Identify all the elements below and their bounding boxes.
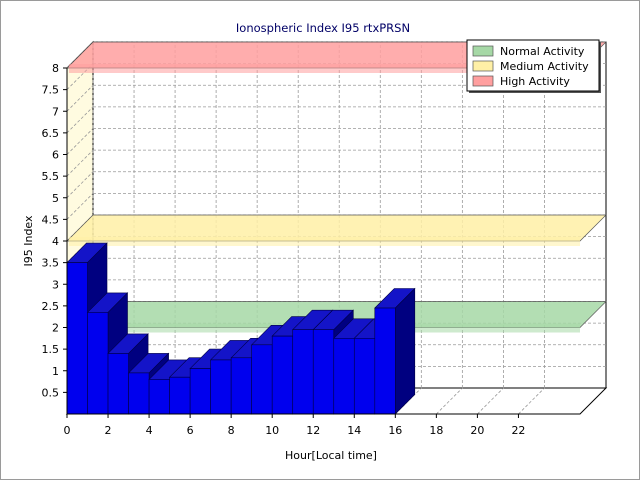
bar-front: [107, 353, 129, 415]
bar-front: [292, 329, 314, 415]
bar-front: [148, 379, 170, 415]
bar-front: [333, 338, 355, 415]
y-tick-label: 4.5: [42, 213, 60, 226]
plot-area: 0.5 1 1.5 2 2.5 3 3.5 4 4.5 5 5.5 6 6.5 7 7.5 8 0 2 4 6 8 10 1…: [42, 40, 608, 437]
legend-swatch: [472, 45, 494, 57]
gridline-x-floor: [436, 387, 463, 415]
bar-front: [374, 307, 396, 415]
gridline-y-side: [66, 84, 94, 112]
x-tick-label: 12: [306, 424, 320, 437]
bar: [374, 287, 416, 415]
y-tick-label: 5: [52, 192, 59, 205]
x-tick-label: 18: [429, 424, 443, 437]
gridline-y-side: [66, 171, 94, 199]
x-tick-label: 10: [265, 424, 279, 437]
legend: Normal Activity Medium Activity High Activ…: [466, 39, 601, 93]
legend-swatch: [472, 75, 494, 87]
y-tick-label: 3: [52, 278, 59, 291]
bar-front: [87, 312, 109, 415]
x-tick-label: 2: [105, 424, 112, 437]
bar-front: [128, 372, 150, 415]
gridline-x-floor: [518, 387, 545, 415]
gridline-y-side: [66, 106, 94, 134]
bar-side: [394, 287, 416, 415]
band-front-1: [69, 237, 580, 246]
bar-front: [230, 357, 252, 415]
y-tick-label: 6: [52, 149, 59, 162]
bar-front: [353, 338, 376, 415]
legend-swatch: [472, 60, 494, 72]
x-tick-label: 0: [64, 424, 71, 437]
y-tick-label: 3.5: [42, 257, 60, 270]
legend-label: High Activity: [500, 75, 570, 88]
y-tick-label: 2.5: [42, 300, 60, 313]
y-tick-label: 7: [52, 105, 59, 118]
bar: [66, 242, 108, 415]
gridline-y-side: [66, 128, 94, 155]
y-tick-label: 4: [52, 235, 59, 248]
y-tick-label: 1: [52, 365, 59, 378]
x-tick-label: 4: [146, 424, 153, 437]
bar-front: [312, 329, 335, 415]
band-front-2: [69, 64, 580, 73]
bar-front: [251, 344, 273, 415]
y-tick-label: 2: [52, 322, 59, 335]
gridline-y-side: [66, 149, 94, 177]
legend-label: Normal Activity: [500, 45, 585, 58]
x-tick-label: 20: [470, 424, 484, 437]
bar-front: [189, 368, 211, 415]
y-tick-label: 7.5: [42, 84, 60, 97]
y-axis-label: I95 Index: [22, 215, 35, 267]
legend-label: Medium Activity: [500, 60, 589, 73]
x-tick-label: 16: [388, 424, 402, 437]
y-tick-label: 6.5: [42, 127, 60, 140]
x-tick-label: 22: [511, 424, 525, 437]
bar-front: [210, 359, 232, 415]
x-tick-label: 8: [228, 424, 235, 437]
x-tick-label: 14: [347, 424, 361, 437]
x-axis-label: Hour[Local time]: [285, 449, 377, 462]
gridline-y-side: [66, 193, 94, 220]
gridline-x-floor: [477, 387, 504, 415]
bar-front: [66, 262, 88, 415]
y-tick-label: 8: [52, 62, 59, 75]
y-tick-label: 1.5: [42, 343, 60, 356]
bar-front: [169, 376, 191, 415]
chart-title: Ionospheric Index I95 rtxPRSN: [236, 21, 410, 35]
x-tick-label: 6: [187, 424, 194, 437]
y-tick-label: 5.5: [42, 170, 60, 183]
y-tick-label: 0.5: [42, 386, 60, 399]
bar-front: [271, 335, 294, 415]
